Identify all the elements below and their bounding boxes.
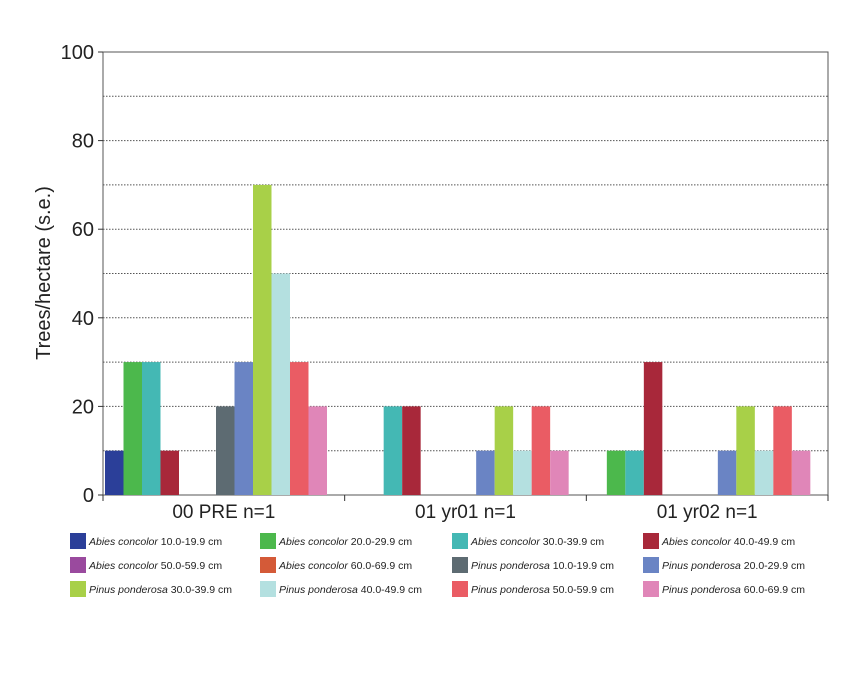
plot-frame — [102, 51, 829, 496]
legend-swatch — [70, 557, 86, 573]
legend-swatch — [643, 557, 659, 573]
legend-swatch — [70, 533, 86, 549]
bar — [550, 450, 569, 495]
legend-size: 60.0-69.9 cm — [348, 560, 412, 572]
bar — [271, 273, 290, 495]
legend-label: Pinus ponderosa 10.0-19.9 cm — [471, 560, 614, 572]
legend-size: 20.0-29.9 cm — [348, 536, 412, 548]
legend-swatch — [643, 581, 659, 597]
bar — [234, 362, 253, 495]
bar — [308, 406, 327, 495]
legend-swatch — [643, 533, 659, 549]
bar — [736, 406, 755, 495]
bar — [105, 450, 124, 495]
legend-species: Abies concolor — [88, 560, 158, 572]
bar — [123, 362, 142, 495]
bar — [402, 406, 421, 495]
bar — [494, 406, 514, 495]
bar — [531, 406, 551, 495]
y-axis-title: Trees/hectare (s.e.) — [33, 186, 55, 360]
y-tick-label: 20 — [72, 396, 94, 418]
y-tick-label: 0 — [83, 485, 94, 507]
y-tick-label: 60 — [72, 219, 94, 241]
legend-swatch — [260, 557, 276, 573]
bar — [142, 362, 161, 495]
legend-species: Abies concolor — [278, 560, 348, 572]
legend-size: 50.0-59.9 cm — [158, 560, 222, 572]
legend-label: Abies concolor 50.0-59.9 cm — [88, 560, 222, 572]
legend-size: 40.0-49.9 cm — [731, 536, 795, 548]
legend-label: Abies concolor 10.0-19.9 cm — [88, 536, 222, 548]
bar — [754, 450, 774, 495]
legend-label: Abies concolor 30.0-39.9 cm — [470, 536, 604, 548]
bar — [253, 184, 272, 495]
legend-swatch — [260, 533, 276, 549]
bar — [773, 406, 792, 495]
bar — [383, 406, 403, 495]
legend-species: Pinus ponderosa — [471, 560, 550, 572]
legend-species: Pinus ponderosa — [89, 584, 168, 596]
bar — [160, 450, 179, 495]
bar — [643, 362, 663, 495]
legend-label: Abies concolor 60.0-69.9 cm — [278, 560, 412, 572]
bar — [717, 450, 737, 495]
x-category-label: 01 yr01 n=1 — [415, 502, 516, 523]
legend-species: Abies concolor — [278, 536, 348, 548]
legend-size: 50.0-59.9 cm — [550, 584, 614, 596]
bar — [290, 362, 309, 495]
legend-label: Pinus ponderosa 40.0-49.9 cm — [279, 584, 422, 596]
legend-size: 10.0-19.9 cm — [550, 560, 614, 572]
bar — [513, 450, 532, 495]
legend-swatch — [70, 581, 86, 597]
legend-size: 60.0-69.9 cm — [741, 584, 805, 596]
y-tick-label: 80 — [72, 131, 94, 153]
legend-label: Pinus ponderosa 30.0-39.9 cm — [89, 584, 232, 596]
legend-swatch — [452, 533, 468, 549]
x-category-label: 00 PRE n=1 — [172, 502, 275, 523]
bar — [606, 450, 626, 495]
bar — [216, 406, 235, 495]
legend-species: Abies concolor — [661, 536, 731, 548]
legend-species: Pinus ponderosa — [662, 584, 741, 596]
legend-size: 30.0-39.9 cm — [540, 536, 604, 548]
legend-size: 20.0-29.9 cm — [741, 560, 805, 572]
x-category-label: 01 yr02 n=1 — [657, 502, 758, 523]
legend-size: 30.0-39.9 cm — [168, 584, 232, 596]
legend-species: Pinus ponderosa — [471, 584, 550, 596]
legend-label: Abies concolor 40.0-49.9 cm — [661, 536, 795, 548]
legend-swatch — [452, 581, 468, 597]
legend-swatch — [260, 581, 276, 597]
bar — [791, 450, 811, 495]
legend-size: 10.0-19.9 cm — [158, 536, 222, 548]
legend-label: Pinus ponderosa 20.0-29.9 cm — [662, 560, 805, 572]
y-tick-label: 100 — [61, 42, 94, 64]
legend-swatch — [452, 557, 468, 573]
legend-species: Abies concolor — [88, 536, 158, 548]
bar — [625, 450, 644, 495]
legend-species: Pinus ponderosa — [279, 584, 358, 596]
legend-size: 40.0-49.9 cm — [358, 584, 422, 596]
legend-species: Abies concolor — [470, 536, 540, 548]
legend-species: Pinus ponderosa — [662, 560, 741, 572]
legend-label: Pinus ponderosa 50.0-59.9 cm — [471, 584, 614, 596]
legend-label: Pinus ponderosa 60.0-69.9 cm — [662, 584, 805, 596]
y-tick-label: 40 — [72, 308, 94, 330]
legend-label: Abies concolor 20.0-29.9 cm — [278, 536, 412, 548]
bar — [476, 450, 495, 495]
